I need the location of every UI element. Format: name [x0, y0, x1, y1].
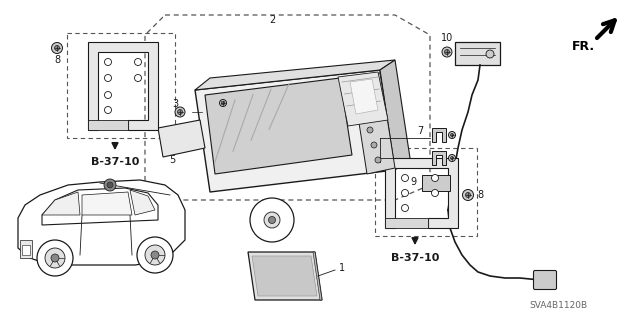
Polygon shape: [455, 42, 500, 65]
Polygon shape: [130, 190, 155, 215]
FancyBboxPatch shape: [422, 175, 450, 191]
Text: B-37-10: B-37-10: [91, 157, 139, 167]
Circle shape: [145, 245, 165, 265]
Polygon shape: [195, 70, 395, 192]
Circle shape: [107, 182, 113, 188]
Polygon shape: [195, 60, 395, 90]
Bar: [375, 148, 477, 236]
Text: SVA4B1120B: SVA4B1120B: [529, 300, 587, 309]
Circle shape: [51, 254, 59, 262]
Polygon shape: [88, 42, 158, 130]
Circle shape: [264, 212, 280, 228]
Circle shape: [442, 47, 452, 57]
Circle shape: [431, 174, 438, 182]
Circle shape: [445, 49, 449, 55]
Text: 8: 8: [477, 190, 483, 200]
Polygon shape: [18, 180, 185, 265]
Bar: [22, 245, 30, 255]
Circle shape: [401, 174, 408, 182]
Text: 10: 10: [441, 33, 453, 43]
Text: 9: 9: [410, 177, 416, 187]
Circle shape: [371, 142, 377, 148]
Circle shape: [104, 179, 116, 191]
Polygon shape: [338, 72, 388, 126]
Bar: [20, 240, 32, 258]
Circle shape: [250, 198, 294, 242]
Circle shape: [449, 154, 456, 161]
Circle shape: [54, 46, 60, 50]
Polygon shape: [352, 73, 395, 174]
Polygon shape: [82, 192, 132, 215]
Text: 2: 2: [269, 15, 275, 25]
Text: 7: 7: [417, 126, 423, 136]
Circle shape: [37, 240, 73, 276]
Text: 8: 8: [54, 55, 60, 65]
Circle shape: [375, 157, 381, 163]
Polygon shape: [252, 256, 317, 296]
Text: 4: 4: [227, 91, 233, 101]
Circle shape: [401, 204, 408, 211]
Circle shape: [177, 109, 182, 115]
Text: B-37-10: B-37-10: [391, 253, 439, 263]
Circle shape: [401, 189, 408, 197]
Polygon shape: [88, 120, 128, 130]
Circle shape: [104, 92, 111, 99]
Circle shape: [137, 237, 173, 273]
Circle shape: [104, 75, 111, 81]
Circle shape: [51, 42, 63, 54]
FancyBboxPatch shape: [534, 271, 557, 290]
Polygon shape: [432, 151, 446, 165]
Circle shape: [363, 112, 369, 118]
Polygon shape: [42, 192, 80, 215]
Polygon shape: [205, 78, 352, 174]
Circle shape: [431, 189, 438, 197]
Text: 6: 6: [370, 133, 376, 143]
Circle shape: [486, 50, 494, 58]
Text: FR.: FR.: [572, 40, 595, 53]
Polygon shape: [385, 218, 428, 228]
Polygon shape: [248, 252, 322, 300]
Polygon shape: [432, 128, 446, 142]
Polygon shape: [380, 60, 410, 170]
Circle shape: [463, 189, 474, 201]
Circle shape: [134, 75, 141, 81]
Circle shape: [359, 97, 365, 103]
Text: 1: 1: [339, 263, 345, 273]
Circle shape: [45, 248, 65, 268]
Circle shape: [221, 101, 225, 105]
Bar: [67, 33, 175, 138]
Circle shape: [451, 157, 454, 160]
Text: 5: 5: [169, 155, 175, 165]
Circle shape: [367, 127, 373, 133]
Circle shape: [269, 217, 275, 224]
Polygon shape: [42, 188, 158, 225]
Polygon shape: [385, 158, 458, 228]
Circle shape: [104, 58, 111, 65]
Circle shape: [134, 58, 141, 65]
Circle shape: [451, 133, 454, 137]
Circle shape: [151, 251, 159, 259]
Circle shape: [465, 192, 470, 197]
Circle shape: [104, 107, 111, 114]
Polygon shape: [313, 252, 322, 300]
Circle shape: [175, 107, 185, 117]
Circle shape: [220, 100, 227, 107]
Text: 12: 12: [366, 153, 378, 163]
Text: 3: 3: [172, 99, 178, 109]
Polygon shape: [158, 120, 205, 157]
Circle shape: [449, 131, 456, 138]
Polygon shape: [350, 79, 378, 114]
